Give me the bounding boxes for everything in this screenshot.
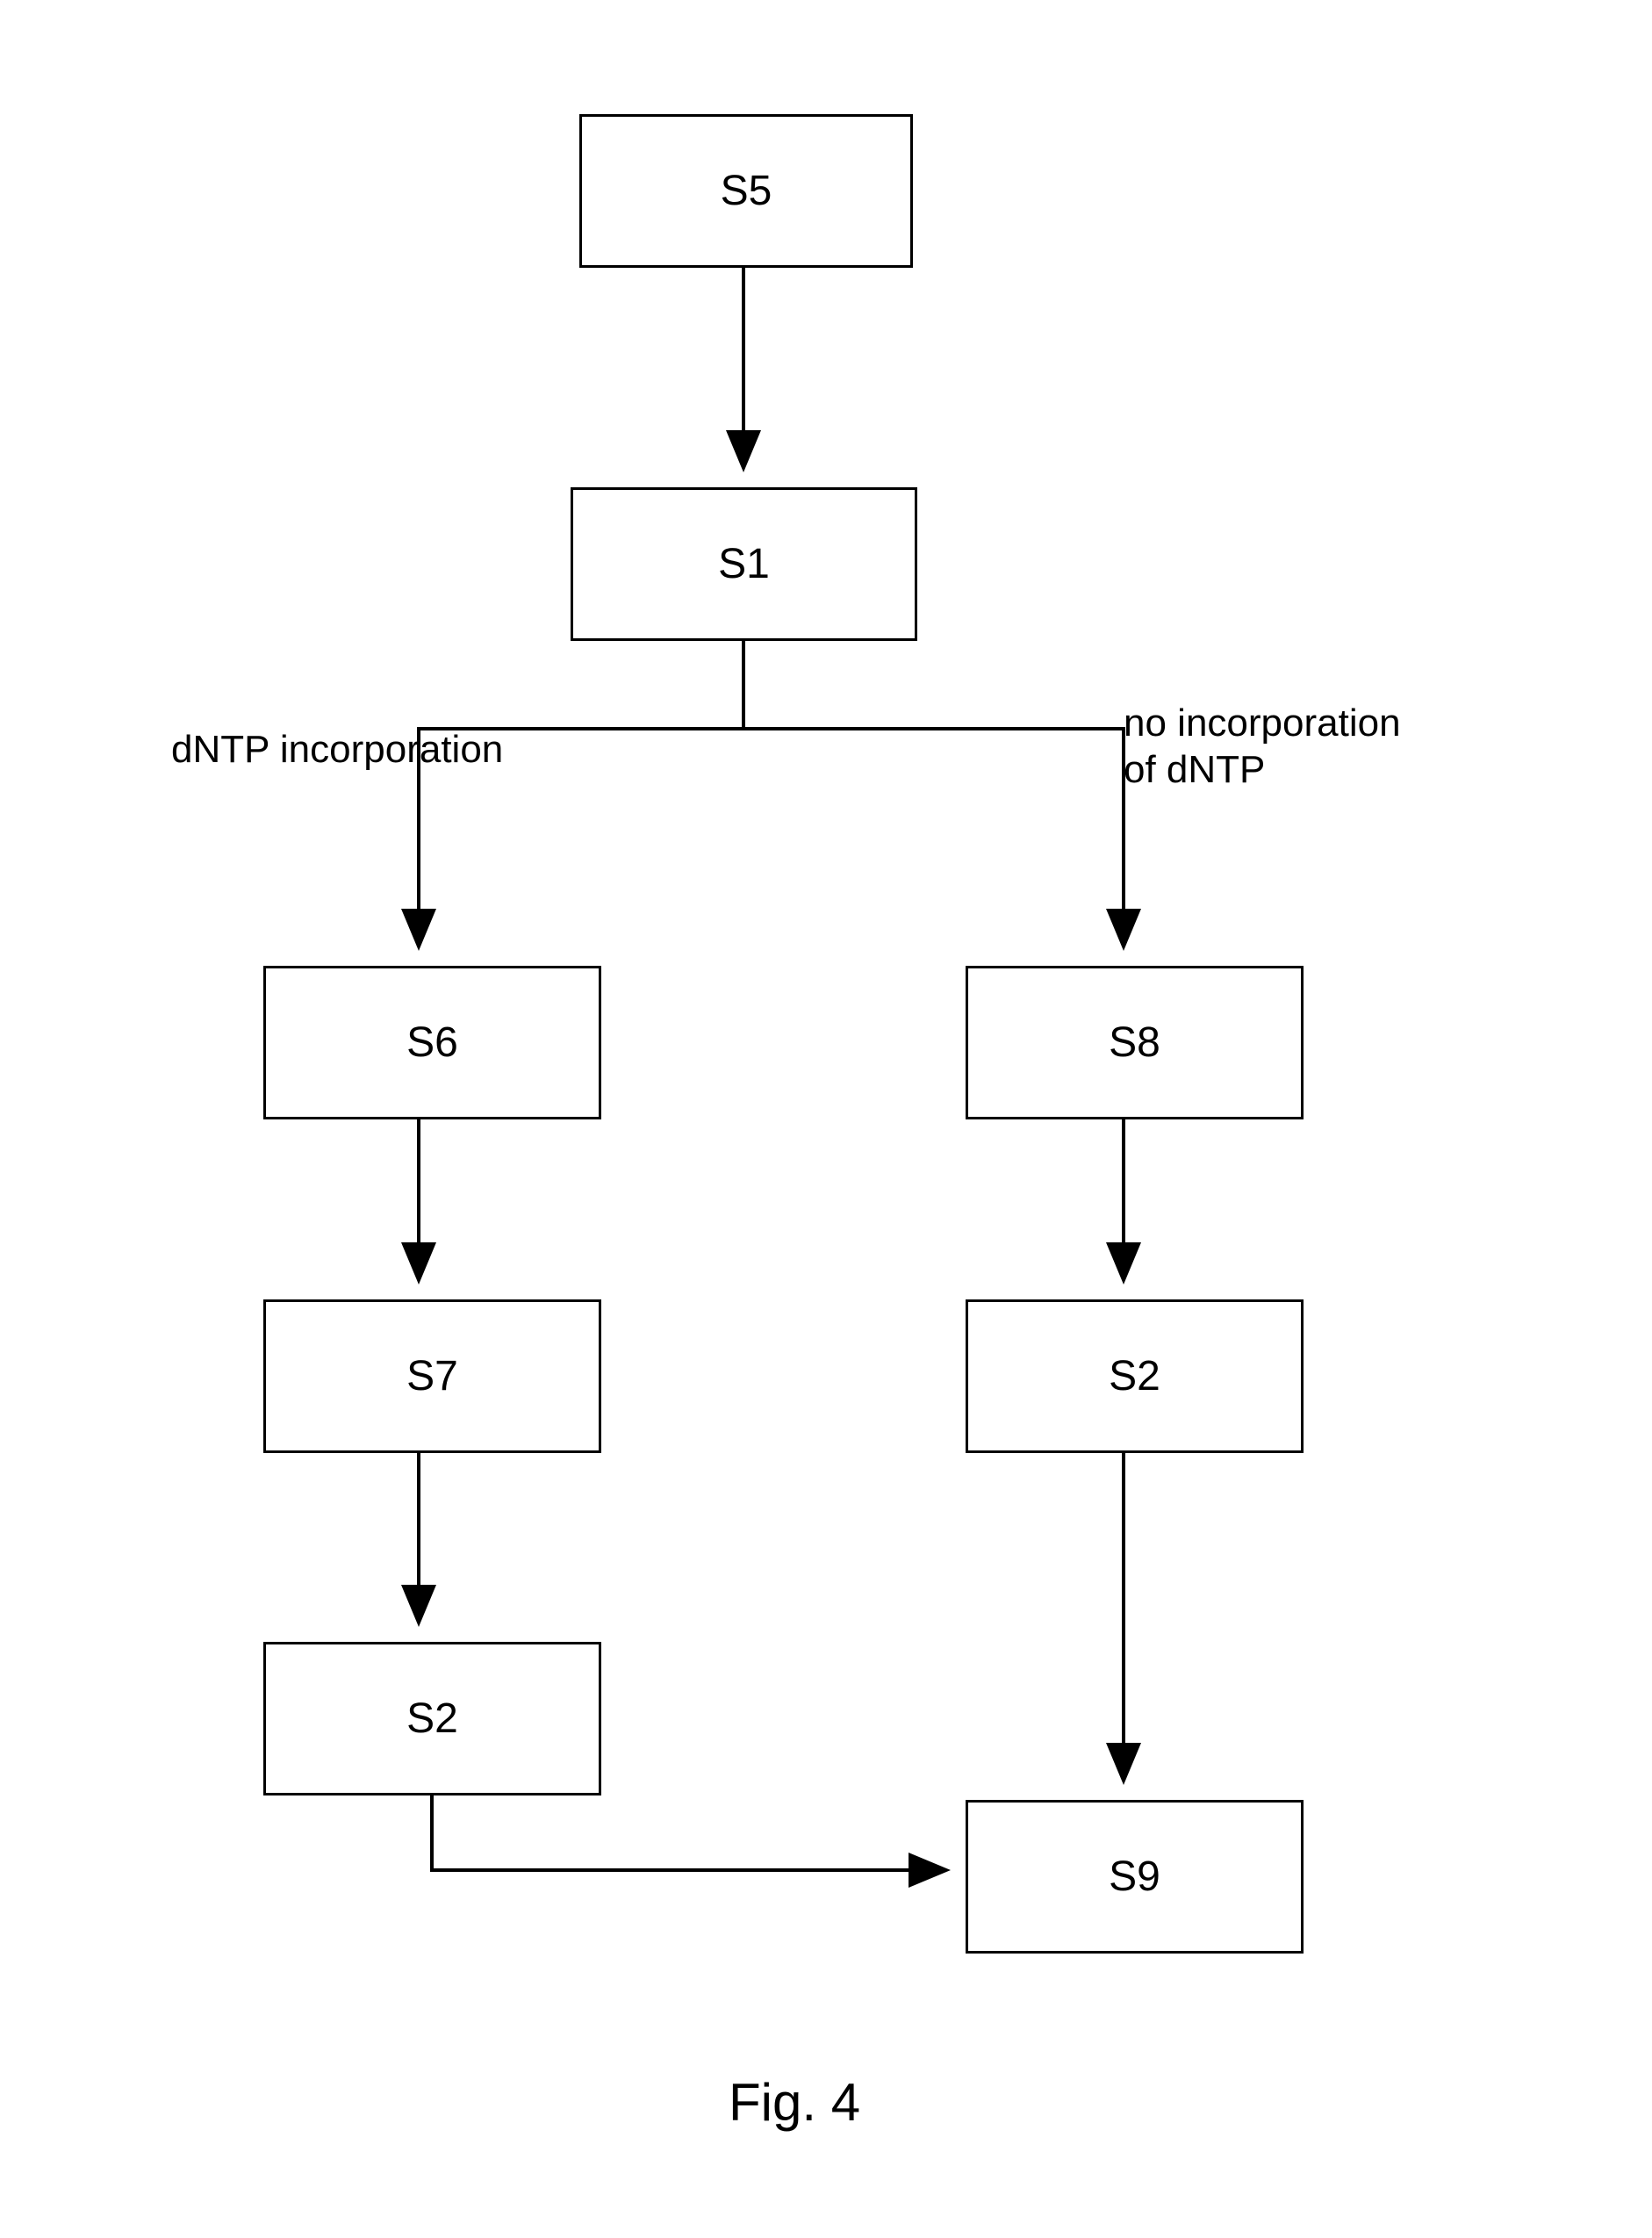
node-s1: S1 bbox=[571, 487, 917, 641]
edge-label-right: no incorporation of dNTP bbox=[1124, 654, 1401, 793]
node-label: S1 bbox=[718, 540, 770, 588]
node-label: S6 bbox=[406, 1018, 458, 1067]
node-label: S2 bbox=[1109, 1352, 1160, 1400]
arrow-s1-s8 bbox=[743, 641, 1124, 944]
node-label: S2 bbox=[406, 1695, 458, 1743]
node-label: S8 bbox=[1109, 1018, 1160, 1067]
node-s8: S8 bbox=[966, 966, 1304, 1119]
edge-label-left: dNTP incorporation bbox=[171, 680, 503, 774]
node-s5: S5 bbox=[579, 114, 913, 268]
node-s9: S9 bbox=[966, 1800, 1304, 1954]
arrow-s2-s9-left bbox=[432, 1795, 944, 1870]
figure-caption: Fig. 4 bbox=[729, 2072, 860, 2133]
edge-label-text: dNTP incorporation bbox=[171, 728, 503, 771]
caption-text: Fig. 4 bbox=[729, 2073, 860, 2132]
node-s2-left: S2 bbox=[263, 1642, 601, 1795]
node-s6: S6 bbox=[263, 966, 601, 1119]
node-s7: S7 bbox=[263, 1299, 601, 1453]
node-label: S9 bbox=[1109, 1853, 1160, 1901]
flowchart-arrows bbox=[0, 0, 1652, 2238]
edge-label-text: no incorporation of dNTP bbox=[1124, 702, 1401, 791]
node-label: S7 bbox=[406, 1352, 458, 1400]
flowchart-container: S5 S1 S6 S8 S7 S2 S2 S9 dNTP incorporati… bbox=[0, 0, 1652, 2238]
node-s2-right: S2 bbox=[966, 1299, 1304, 1453]
node-label: S5 bbox=[721, 167, 772, 215]
